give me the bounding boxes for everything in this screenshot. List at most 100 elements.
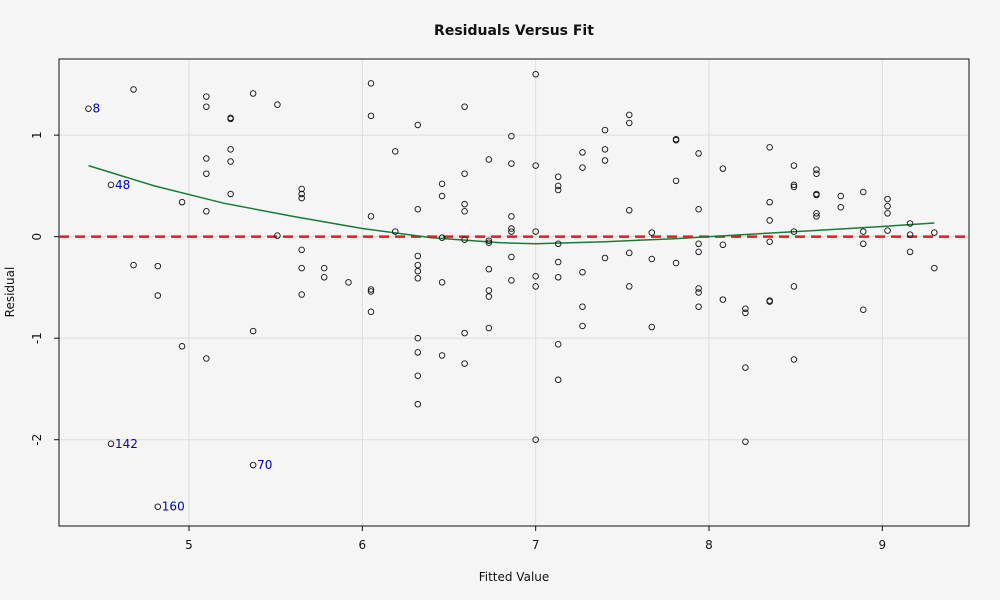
data-point <box>178 198 186 206</box>
data-point <box>790 228 798 235</box>
data-point <box>579 322 586 330</box>
data-point <box>203 170 210 177</box>
data-point <box>414 121 422 129</box>
data-point <box>367 286 375 293</box>
data-point <box>813 213 820 220</box>
data-point <box>766 217 773 224</box>
smooth-line <box>88 164 935 245</box>
data-point <box>648 255 656 263</box>
data-point <box>508 225 515 232</box>
data-point <box>884 202 891 210</box>
labeled-data-point <box>107 181 115 189</box>
data-point <box>367 288 375 295</box>
data-point <box>414 400 422 408</box>
labeled-data-point <box>85 105 92 112</box>
data-point <box>813 210 820 217</box>
data-point <box>461 329 468 337</box>
data-point <box>345 279 352 286</box>
data-point <box>485 293 493 300</box>
chart-title: Residuals Versus Fit <box>434 23 594 39</box>
data-point <box>154 262 162 270</box>
data-point <box>695 240 702 248</box>
data-point <box>813 170 820 177</box>
data-point <box>601 254 609 262</box>
x-tick-label: 9 <box>879 538 887 552</box>
data-point <box>227 158 234 165</box>
data-point <box>695 285 702 292</box>
point-labels: 8 48 142 70 160 <box>92 102 272 514</box>
data-point <box>601 146 609 153</box>
data-point <box>320 274 328 281</box>
data-point <box>392 148 399 155</box>
data-point <box>508 132 515 140</box>
data-point <box>554 186 562 194</box>
data-point <box>203 93 210 100</box>
y-tick-label: 1 <box>30 131 44 139</box>
data-point <box>414 206 422 213</box>
data-point <box>719 296 727 303</box>
data-point <box>695 289 702 296</box>
data-point <box>532 228 539 235</box>
data-point <box>719 165 727 172</box>
x-axis-title: Fitted Value <box>479 570 550 584</box>
data-point <box>485 239 493 247</box>
data-point <box>461 360 468 367</box>
data-point <box>298 185 305 193</box>
data-point <box>461 200 468 208</box>
data-point <box>626 111 633 119</box>
labeled-data-point <box>107 440 115 448</box>
data-point <box>130 261 137 269</box>
plot-frame <box>58 58 970 527</box>
data-point <box>461 170 468 177</box>
data-point <box>554 182 562 190</box>
data-point <box>742 438 749 445</box>
data-point <box>601 157 609 164</box>
data-point <box>438 352 446 359</box>
data-point <box>227 190 234 198</box>
data-point <box>508 228 515 235</box>
data-point <box>742 305 749 312</box>
data-point <box>790 162 798 169</box>
x-tick-label: 7 <box>532 538 540 552</box>
data-point <box>790 283 798 290</box>
smoother-curve <box>88 164 935 245</box>
data-point <box>203 355 210 362</box>
data-point <box>766 238 773 245</box>
data-point <box>790 356 798 363</box>
data-point <box>130 86 137 93</box>
data-point <box>672 177 680 185</box>
point-label: 142 <box>115 437 138 451</box>
data-point <box>790 181 798 189</box>
data-point <box>227 146 234 153</box>
data-point <box>719 241 727 249</box>
data-point <box>860 188 867 196</box>
data-point <box>414 252 422 260</box>
labeled-data-point <box>249 461 257 469</box>
data-point <box>508 213 515 220</box>
data-point <box>742 309 749 317</box>
data-point <box>392 228 399 235</box>
data-point <box>695 206 702 213</box>
data-point <box>367 112 375 120</box>
data-point <box>648 323 656 331</box>
data-point <box>695 150 702 157</box>
data-point <box>554 341 562 348</box>
data-point <box>742 364 749 371</box>
data-point <box>837 192 844 200</box>
data-point <box>298 194 305 202</box>
data-point <box>766 198 773 206</box>
data-point <box>508 277 515 284</box>
data-point <box>884 210 891 217</box>
data-point <box>485 156 493 163</box>
x-tick-label: 8 <box>705 538 713 552</box>
data-point <box>906 220 914 227</box>
point-label: 160 <box>162 500 185 514</box>
data-point <box>532 273 539 280</box>
data-point <box>249 90 257 97</box>
data-point <box>274 232 281 239</box>
data-point <box>461 103 468 110</box>
data-point <box>601 126 609 134</box>
data-point <box>532 162 539 169</box>
